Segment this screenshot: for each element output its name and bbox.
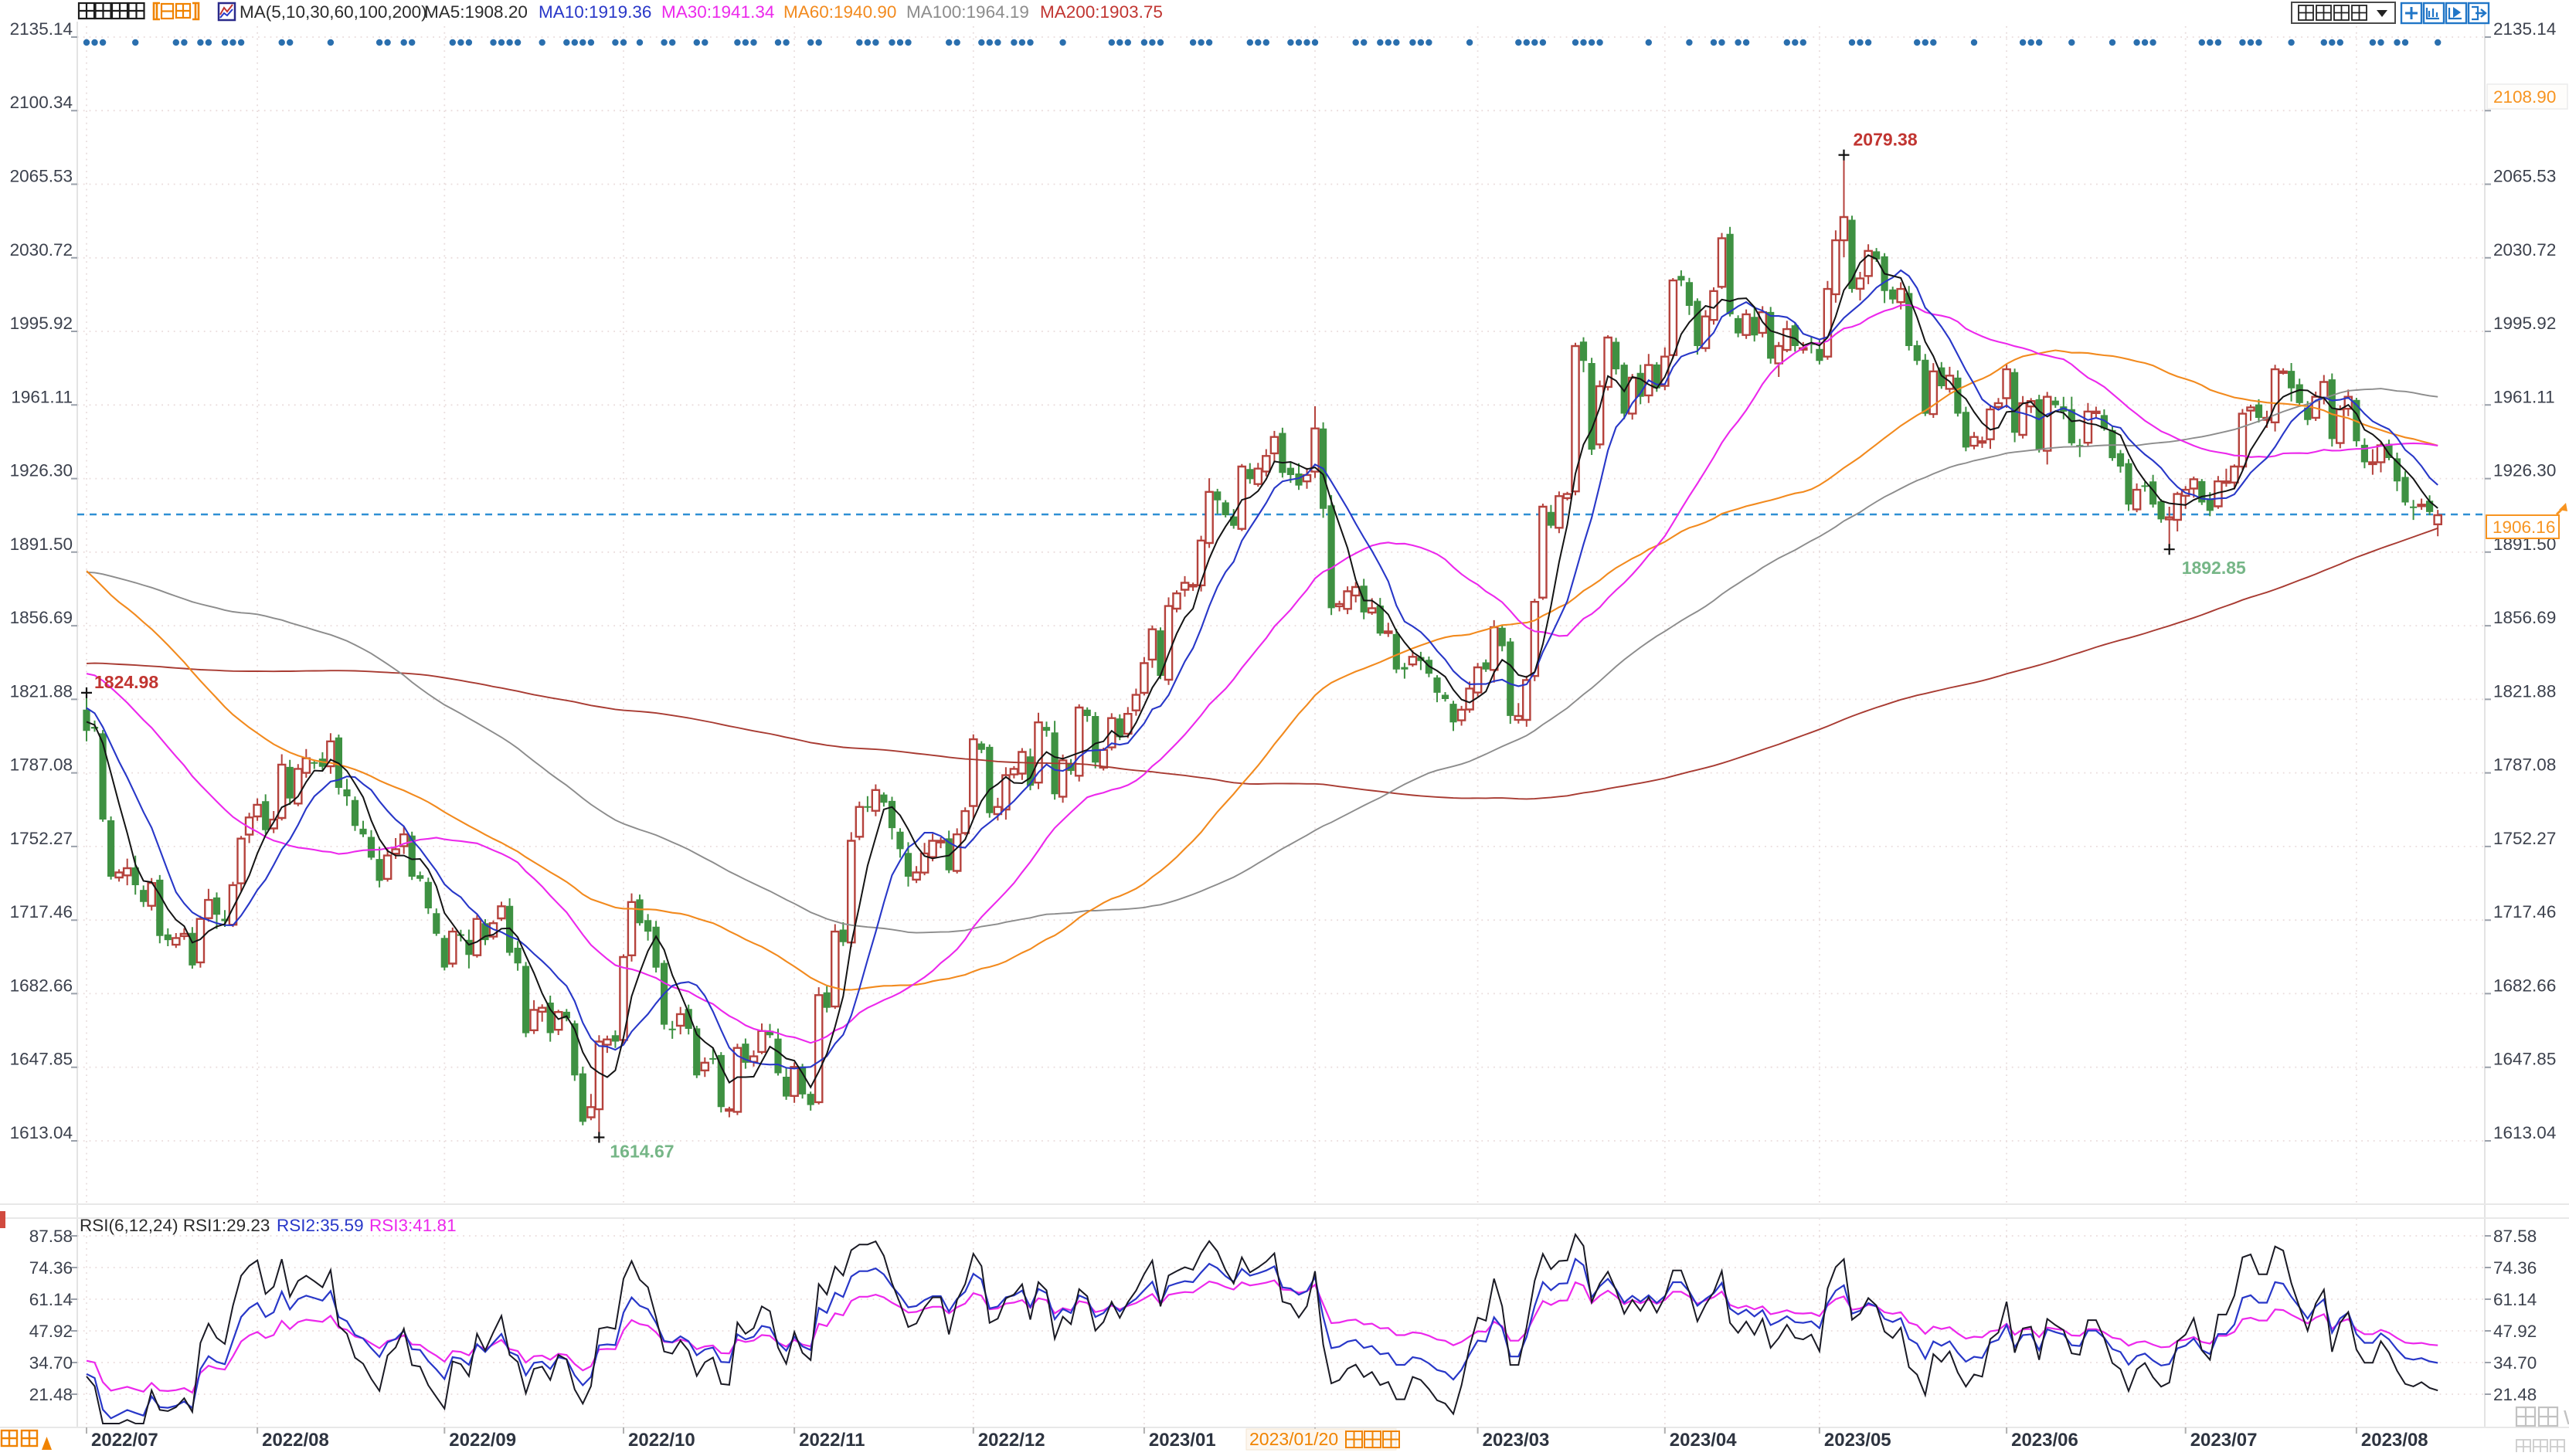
svg-text:MA10:1919.36: MA10:1919.36 — [539, 2, 651, 22]
svg-text:W: W — [2564, 1406, 2569, 1429]
svg-text:21.48: 21.48 — [29, 1385, 73, 1404]
svg-text:87.58: 87.58 — [29, 1227, 73, 1246]
svg-text:2135.14: 2135.14 — [10, 19, 73, 39]
svg-text:MA200:1903.75: MA200:1903.75 — [1040, 2, 1163, 22]
svg-text:74.36: 74.36 — [29, 1258, 73, 1278]
svg-text:1682.66: 1682.66 — [10, 976, 73, 995]
svg-text:1717.46: 1717.46 — [2493, 902, 2556, 921]
svg-text:47.92: 47.92 — [2493, 1322, 2537, 1341]
svg-text:2023/05: 2023/05 — [1824, 1430, 1891, 1451]
svg-text:2135.14: 2135.14 — [2493, 19, 2556, 39]
svg-text:2065.53: 2065.53 — [2493, 167, 2556, 186]
svg-text:2030.72: 2030.72 — [10, 240, 73, 260]
svg-text:RSI3:41.81: RSI3:41.81 — [369, 1216, 457, 1235]
svg-text:2023/01: 2023/01 — [1149, 1430, 1216, 1451]
svg-text:74.36: 74.36 — [2493, 1258, 2537, 1278]
svg-text:2023/07: 2023/07 — [2190, 1430, 2258, 1451]
svg-text:2108.90: 2108.90 — [2493, 87, 2556, 107]
svg-text:1961.11: 1961.11 — [2493, 387, 2555, 406]
svg-text:1856.69: 1856.69 — [10, 608, 73, 627]
svg-text:2022/07: 2022/07 — [91, 1430, 158, 1451]
svg-text:1995.92: 1995.92 — [2493, 314, 2556, 333]
svg-text:2022/10: 2022/10 — [628, 1430, 695, 1451]
svg-text:1647.85: 1647.85 — [2493, 1050, 2556, 1069]
svg-text:2022/12: 2022/12 — [978, 1430, 1045, 1451]
svg-text:1906.16: 1906.16 — [2493, 518, 2555, 537]
svg-text:1613.04: 1613.04 — [2493, 1123, 2556, 1142]
svg-text:1926.30: 1926.30 — [2493, 461, 2556, 480]
svg-text:1682.66: 1682.66 — [2493, 976, 2556, 995]
svg-text:1824.98: 1824.98 — [94, 672, 158, 692]
svg-text:MA5:1908.20: MA5:1908.20 — [424, 2, 528, 22]
svg-text:2079.38: 2079.38 — [1854, 130, 1918, 150]
svg-text:MA30:1941.34: MA30:1941.34 — [661, 2, 774, 22]
svg-text:47.92: 47.92 — [29, 1322, 73, 1341]
svg-text:2022/11: 2022/11 — [799, 1430, 865, 1451]
svg-text:2023/06: 2023/06 — [2011, 1430, 2078, 1451]
svg-text:1752.27: 1752.27 — [10, 829, 73, 848]
svg-text:RSI(6,12,24) RSI1:29.23: RSI(6,12,24) RSI1:29.23 — [80, 1216, 270, 1235]
svg-text:1891.50: 1891.50 — [10, 535, 73, 554]
svg-text:1614.67: 1614.67 — [610, 1142, 674, 1162]
svg-text:34.70: 34.70 — [29, 1353, 73, 1373]
svg-text:2023/08: 2023/08 — [2361, 1430, 2428, 1451]
svg-text:21.48: 21.48 — [2493, 1385, 2537, 1404]
svg-text:MA100:1964.19: MA100:1964.19 — [906, 2, 1029, 22]
svg-text:2023/04: 2023/04 — [1670, 1430, 1737, 1451]
svg-text:1787.08: 1787.08 — [2493, 755, 2556, 775]
svg-text:MA60:1940.90: MA60:1940.90 — [783, 2, 896, 22]
svg-text:RSI2:35.59: RSI2:35.59 — [277, 1216, 364, 1235]
svg-text:2022/09: 2022/09 — [449, 1430, 516, 1451]
svg-text:2022/08: 2022/08 — [262, 1430, 329, 1451]
svg-text:1821.88: 1821.88 — [10, 681, 73, 701]
svg-text:2100.34: 2100.34 — [10, 93, 73, 112]
svg-text:61.14: 61.14 — [2493, 1290, 2537, 1309]
svg-text:1995.92: 1995.92 — [10, 314, 73, 333]
svg-text:1926.30: 1926.30 — [10, 461, 73, 480]
svg-text:1613.04: 1613.04 — [10, 1123, 73, 1142]
svg-text:1647.85: 1647.85 — [10, 1050, 73, 1069]
svg-text:2023/03: 2023/03 — [1483, 1430, 1550, 1451]
svg-text:1752.27: 1752.27 — [2493, 829, 2556, 848]
svg-text:2023/01/20: 2023/01/20 — [1249, 1429, 1338, 1449]
svg-text:34.70: 34.70 — [2493, 1353, 2537, 1373]
svg-text:1717.46: 1717.46 — [10, 902, 73, 921]
svg-text:1821.88: 1821.88 — [2493, 681, 2556, 701]
svg-text:MA(5,10,30,60,100,200): MA(5,10,30,60,100,200) — [240, 2, 427, 22]
svg-text:2030.72: 2030.72 — [2493, 240, 2556, 260]
svg-text:61.14: 61.14 — [29, 1290, 73, 1309]
svg-text:1961.11: 1961.11 — [11, 387, 73, 406]
svg-text:2065.53: 2065.53 — [10, 167, 73, 186]
svg-text:1892.85: 1892.85 — [2182, 558, 2246, 578]
svg-text:1787.08: 1787.08 — [10, 755, 73, 775]
svg-text:87.58: 87.58 — [2493, 1227, 2537, 1246]
svg-text:1856.69: 1856.69 — [2493, 608, 2556, 627]
